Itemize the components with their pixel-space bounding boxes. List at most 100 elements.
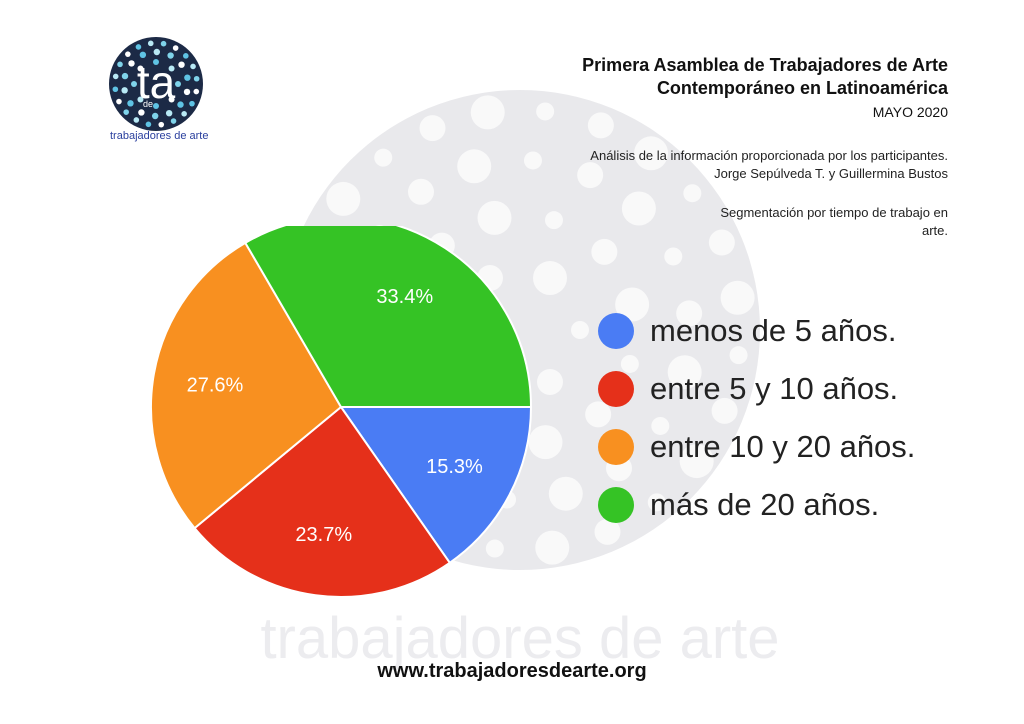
pie-label-3: 33.4%: [376, 286, 433, 308]
segment-line-2: arte.: [921, 223, 948, 238]
watermark-dot: [419, 115, 446, 142]
segment-line-1: Segmentación por tiempo de trabajo en: [720, 205, 948, 220]
legend-item-3: más de 20 años.: [598, 476, 915, 534]
logo-dot: [190, 63, 196, 70]
logo-dot: [121, 72, 129, 80]
legend-swatch-1: [598, 371, 634, 407]
logo-dot: [189, 100, 195, 107]
watermark-text: trabajadores de arte: [260, 606, 779, 671]
watermark-dot: [664, 247, 683, 266]
watermark-dot: [585, 401, 612, 428]
legend-swatch-0: [598, 313, 634, 349]
logo-dot: [172, 45, 179, 51]
logo-dot: [153, 48, 161, 56]
logo-dot: [193, 88, 200, 95]
watermark-dot: [548, 476, 583, 511]
watermark-dot: [374, 148, 393, 167]
logo-letters: ta: [137, 56, 176, 108]
watermark-dot: [708, 229, 735, 256]
watermark-dot: [577, 162, 604, 189]
legend-label-2: entre 10 y 20 años.: [650, 429, 916, 464]
pie-slice-0: [339, 406, 533, 565]
date: MAYO 2020: [872, 104, 948, 120]
watermark-dot: [587, 112, 614, 139]
logo-dot: [153, 59, 159, 65]
watermark-dot: [676, 300, 703, 327]
logo-dot: [193, 75, 200, 82]
ta-logo-icon: ta de: [109, 37, 203, 131]
title-line-2: Contemporáneo en Latinoamérica: [656, 78, 948, 98]
header: Primera Asamblea de Trabajadores de Arte…: [582, 54, 948, 122]
title-line-1: Primera Asamblea de Trabajadores de Arte: [582, 55, 948, 75]
segmentation-note: Segmentación por tiempo de trabajo en ar…: [668, 204, 948, 240]
watermark-dot: [667, 355, 702, 390]
analysis-line-2: Jorge Sepúlveda T. y Guillermina Bustos: [714, 166, 948, 181]
watermark-dot: [591, 238, 618, 265]
watermark-dot: [533, 261, 567, 296]
logo-dot: [135, 44, 142, 50]
watermark-dot: [536, 102, 555, 121]
logo-dot: [178, 61, 185, 68]
logo-small-text: de: [143, 99, 153, 109]
watermark-dot: [544, 211, 563, 230]
logo-dot: [117, 61, 123, 68]
watermark-dot: [620, 354, 639, 373]
watermark-dot: [729, 346, 748, 365]
pie-label-0: 15.3%: [426, 456, 483, 478]
watermark-dot: [407, 178, 434, 205]
watermark-dot: [470, 95, 505, 130]
logo-dot: [138, 109, 145, 116]
logo-dot: [168, 65, 175, 72]
logo-caption: trabajadores de arte: [110, 130, 209, 142]
logo-dot: [151, 112, 159, 120]
analysis-line-1: Análisis de la información proporcionada…: [590, 148, 948, 163]
logo-dot: [167, 52, 174, 59]
watermark-dot: [647, 493, 666, 512]
chart-legend: menos de 5 años. entre 5 y 10 años. entre …: [598, 302, 915, 534]
logo-dot: [137, 65, 144, 72]
pie-chart: 15.3% 23.7% 27.6% 33.4%: [150, 226, 533, 598]
footer-url: www.trabajadoresdearte.org: [377, 660, 647, 682]
pie-slice-3: [243, 226, 533, 408]
logo-dot: [127, 100, 134, 107]
logo-dot: [123, 109, 129, 115]
analysis-note: Análisis de la información proporcionada…: [590, 147, 948, 183]
logo-dot: [147, 40, 154, 47]
logo-dot: [139, 51, 147, 59]
watermark-dot: [634, 136, 669, 171]
logo-dot: [160, 40, 167, 47]
logo-dot: [170, 118, 177, 124]
legend-label-1: entre 5 y 10 años.: [650, 371, 899, 406]
watermark-dot: [615, 287, 650, 322]
watermark-dot: [594, 518, 621, 545]
logo-dot: [116, 98, 122, 105]
legend-item-1: entre 5 y 10 años.: [598, 360, 915, 418]
logo-dot: [183, 53, 189, 59]
watermark-dot: [683, 184, 702, 203]
watermark-dot: [477, 200, 512, 235]
watermark-dot: [457, 149, 492, 184]
watermark-dot: [571, 321, 589, 339]
logo-dot: [145, 121, 152, 128]
legend-swatch-2: [598, 429, 634, 465]
watermark-dot: [679, 444, 714, 479]
logo-dot: [158, 121, 165, 128]
legend-swatch-3: [598, 487, 634, 523]
logo-dot: [175, 81, 181, 87]
pie-label-2: 27.6%: [187, 375, 244, 397]
pie-slice-2: [150, 241, 343, 530]
legend-item-2: entre 10 y 20 años.: [598, 418, 915, 476]
watermark-dot: [711, 397, 738, 424]
watermark-dot: [720, 280, 755, 315]
watermark-dot: [523, 151, 542, 170]
logo-dot: [121, 87, 128, 94]
logo-dot: [177, 101, 184, 108]
watermark-dot: [651, 416, 670, 435]
logo-dot: [128, 60, 135, 67]
logo-dot: [112, 73, 119, 80]
pie-label-1: 23.7%: [295, 524, 352, 546]
logo-dot: [153, 103, 159, 109]
legend-label-3: más de 20 años.: [650, 487, 880, 522]
legend-label-0: menos de 5 años.: [650, 313, 897, 348]
logo-dot: [168, 96, 175, 103]
